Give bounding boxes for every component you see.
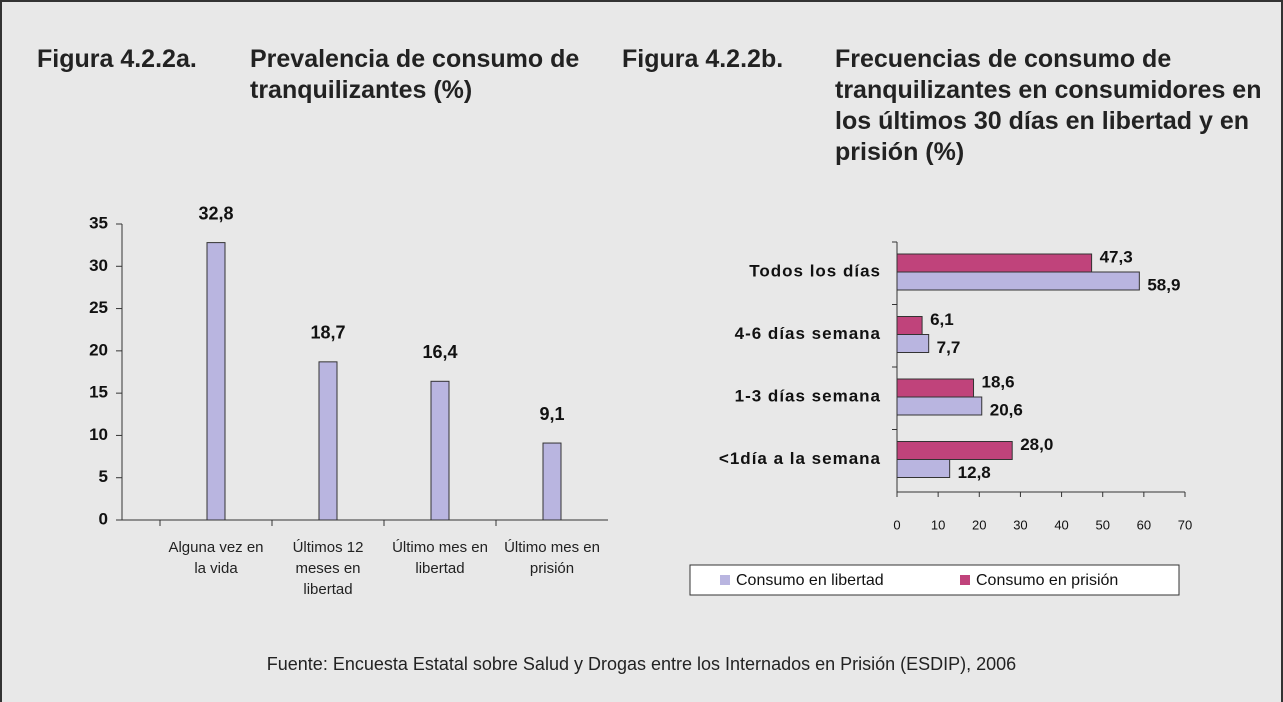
y-tick-label: 4-6 días semana <box>735 324 881 343</box>
source: Fuente: Encuesta Estatal sobre Salud y D… <box>266 654 1017 674</box>
y-tick-label: Todos los días <box>749 261 881 280</box>
y-tick-label: 35 <box>89 213 108 232</box>
y-tick-label: 15 <box>89 383 108 402</box>
x-tick-label: Alguna vez en la vida <box>168 539 264 577</box>
legend-swatch <box>960 575 970 585</box>
bar <box>206 242 226 521</box>
bar <box>896 271 1140 291</box>
bar <box>896 253 1093 273</box>
bar <box>896 441 1013 460</box>
bar <box>896 378 975 398</box>
y-tick-label: 1-3 días semana <box>735 386 881 405</box>
value-label: 18,6 <box>982 372 1015 391</box>
value-label: 18,7 <box>310 323 345 343</box>
figure-label: Figura 4.2.2b. <box>622 45 784 73</box>
value-label: 28,0 <box>1020 435 1053 454</box>
chart-title: Prevalencia de consumo de tranquilizante… <box>250 45 580 104</box>
x-tick-label: 10 <box>931 517 945 532</box>
value-label: 7,7 <box>937 338 961 357</box>
x-tick-label: 60 <box>1137 517 1151 532</box>
legend-box <box>689 564 1180 596</box>
y-tick-label: 25 <box>89 298 108 317</box>
y-tick-label: <1día a la semana <box>719 449 881 468</box>
y-tick-label: 20 <box>89 340 108 359</box>
y-tick-label: 10 <box>89 425 108 444</box>
value-label: 58,9 <box>1147 275 1180 294</box>
value-label: 32,8 <box>198 203 233 223</box>
y-tick-label: 0 <box>99 509 108 528</box>
x-tick-label: 30 <box>1013 517 1027 532</box>
legend-swatch <box>720 575 730 585</box>
x-tick-label: Último mes en libertad <box>392 539 488 577</box>
x-tick-label: 50 <box>1095 517 1109 532</box>
legend-label: Consumo en libertad <box>736 572 884 589</box>
y-tick-label: 30 <box>89 256 108 275</box>
value-label: 9,1 <box>539 404 564 424</box>
chart-title: Frecuencias de consumo de tranquilizante… <box>835 45 1262 166</box>
bar <box>896 459 951 478</box>
bar <box>542 442 562 521</box>
legend-label: Consumo en prisión <box>976 572 1118 589</box>
value-label: 20,6 <box>990 400 1023 419</box>
bar <box>430 380 450 521</box>
x-tick-label: Últimos 12 meses en libertad <box>292 539 364 598</box>
bar <box>896 334 930 353</box>
bar <box>318 361 338 521</box>
y-tick-label: 5 <box>99 467 108 486</box>
figure-label: Figura 4.2.2a. <box>37 45 197 73</box>
bar <box>896 396 983 416</box>
value-label: 47,3 <box>1100 247 1133 266</box>
x-tick-label: 40 <box>1054 517 1068 532</box>
x-tick-label: 0 <box>893 517 900 532</box>
bar <box>896 316 923 335</box>
value-label: 12,8 <box>958 463 991 482</box>
x-tick-label: Último mes en prisión <box>504 539 600 577</box>
x-tick-label: 20 <box>972 517 986 532</box>
value-label: 6,1 <box>930 310 954 329</box>
x-tick-label: 70 <box>1178 517 1192 532</box>
value-label: 16,4 <box>422 342 457 362</box>
